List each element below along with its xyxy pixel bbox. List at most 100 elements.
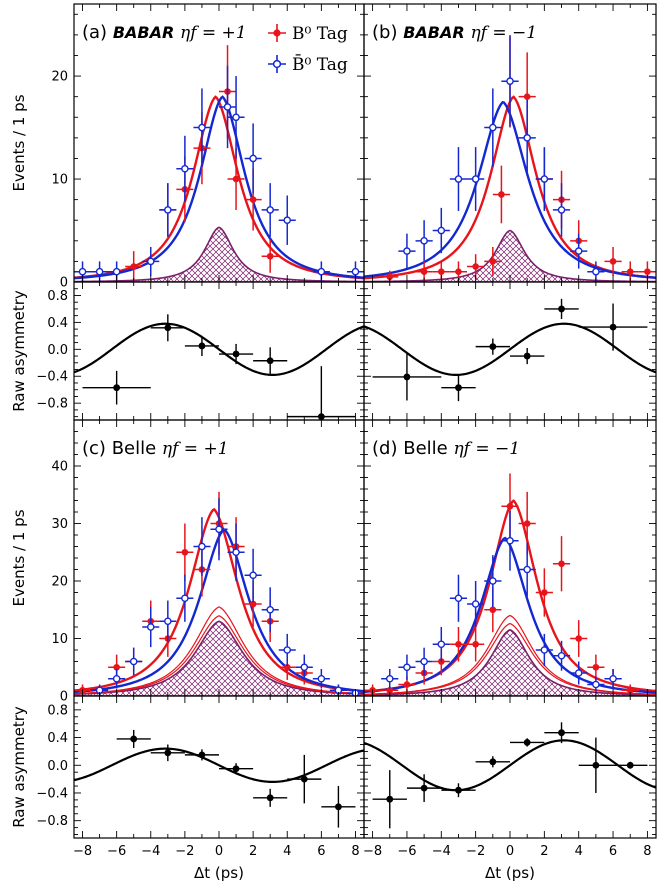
panel-a-b0-point (130, 263, 138, 270)
panel-c-asym-ytick-label: 0.0 (47, 759, 68, 774)
panel-a-ytick-label: 20 (51, 70, 68, 85)
panel-c-b0bar-point (129, 657, 138, 666)
panel-b-eta: ηf = −1 (470, 23, 537, 43)
panel-c-b0bar-point (317, 674, 326, 683)
panel-d-b0-point (558, 560, 565, 568)
panel-c-asym-ytick-label: 0.4 (47, 731, 68, 746)
panel-d-b0-point (455, 640, 462, 648)
panel-a-ytick-label: 10 (51, 173, 68, 188)
panel-c-b0-point (249, 600, 257, 608)
panel-a-b0bar-point (78, 267, 87, 276)
panel-b-b0-point (498, 191, 505, 198)
panel-d-b0-point (506, 502, 514, 510)
panel-a-asym-ytick-label: −0.4 (36, 370, 68, 385)
panel-c-b0bar-point (249, 571, 257, 580)
panel-c: 0 10 20 30 40 (51, 419, 365, 705)
panel-b-b0bar-point (471, 175, 480, 183)
panel-b-b0bar-point (523, 134, 531, 142)
panel-a-b0bar-point (223, 103, 232, 111)
panel-d-asym-point (420, 784, 428, 792)
panel-c-signal-curve-1 (74, 615, 364, 695)
panel-a-prefix: (a) (82, 22, 107, 43)
panel-c-asym-point (130, 735, 138, 743)
panel-c-asym-point (232, 765, 240, 773)
xlabel-right: Δt (ps) (485, 864, 535, 882)
panel-a: 0 10 20 (51, 3, 365, 291)
panel-b-asym-point (489, 343, 497, 351)
panel-d-prefix: (d) (372, 438, 397, 459)
panel-b-b0-point (386, 273, 394, 281)
panel-b-b0-point (455, 268, 462, 276)
panel-d-asym-frame (363, 695, 657, 839)
panel-a-b0bar-point (181, 164, 189, 173)
panel-c-plot-area (74, 491, 364, 696)
panel-c-asym-xtick-label: 8 (351, 844, 359, 859)
panel-c-b0bar-point (198, 542, 206, 551)
panel-c-b0-point (181, 548, 189, 556)
panel-d-asym-xtick-label: 2 (540, 844, 548, 859)
panel-a-b0-point (232, 175, 240, 183)
panel-a-b0bar-point (232, 113, 240, 122)
panel-a-b0bar-point (164, 206, 172, 214)
legend-item-b0bar: B̄⁰ Tag (268, 53, 348, 75)
panel-a-asym-point (164, 324, 172, 332)
panel-d-b0bar-point (523, 565, 531, 574)
panel-c-asym-xtick-label: −4 (141, 844, 160, 859)
panel-a-asym-fit-curve (74, 322, 364, 377)
panel-d-b0-point (575, 635, 583, 642)
panel-c-experiment: Belle (112, 438, 157, 459)
panel-c-b0bar-point (112, 674, 121, 683)
panel-b-b0-point (626, 268, 634, 276)
panel-c-b0-point (283, 663, 291, 671)
panel-b-b0-point (472, 263, 479, 270)
panel-b-title: (b) BABAR ηf = −1 (372, 22, 537, 43)
panel-b-b0bar-point (403, 247, 411, 255)
panel-c-ytick-label: 30 (51, 517, 68, 532)
panel-a-b0bar-point (146, 257, 155, 266)
panel-b-b0-point (420, 268, 428, 276)
panel-a-asym-point (113, 384, 121, 392)
panel-a-eta: ηf = +1 (180, 23, 247, 43)
panel-c-asym-point (266, 794, 274, 802)
panel-b-asym-point (403, 373, 411, 381)
panel-b-plot-area (364, 34, 656, 282)
panel-c-asym-xtick-label: −8 (73, 844, 92, 859)
panel-d-asym-xtick-label: 0 (506, 844, 514, 859)
panel-c-ytick-label: 0 (60, 690, 68, 705)
panel-d-b0-point (626, 686, 634, 694)
panel-a-plot-area (74, 45, 364, 282)
ylabel-events-top: Events / 1 ps (10, 94, 28, 191)
xlabel-left: Δt (ps) (194, 864, 244, 882)
panel-b-asym-plot-area (364, 298, 656, 402)
panel-c-asym-fit-curve (74, 747, 364, 783)
panel-c-asym-xtick-label: −6 (107, 844, 126, 859)
legend-item-b0: B⁰ Tag (268, 24, 348, 44)
panel-a-asym-ytick-label: 0.8 (47, 289, 68, 304)
panel-c-asym: −8 −6 −4 −2 0 2 4 6 8 −0.8 −0.4 0.0 0.4 0.8 (36, 695, 365, 859)
panel-c-asym-ytick-label: −0.8 (36, 814, 68, 829)
panel-b-asym-frame (363, 281, 657, 421)
ylabel-events-bottom: Events / 1 ps (10, 509, 28, 606)
panel-b-b0bar-point (574, 247, 583, 255)
panel-d-b0bar-point (489, 577, 497, 585)
panel-c-asym-xtick-label: 0 (215, 844, 223, 859)
panel-d-plot-area (364, 473, 656, 696)
panel-d-b0bar-point (506, 536, 514, 545)
panel-d-b0bar-point (471, 600, 480, 608)
panel-a-b0-point (249, 196, 257, 203)
panel-d-asym-xtick-label: −4 (432, 844, 451, 859)
panel-d-experiment: Belle (403, 438, 448, 459)
panel-d-b0bar-point (437, 640, 446, 649)
panel-c-asym-plot-area (74, 729, 364, 828)
panel-d-b0-point (541, 589, 548, 596)
panel-c-asym-point (300, 775, 308, 783)
panel-d-asym-xtick-label: −8 (363, 844, 382, 859)
panel-d-title: (d) Belle ηf = −1 (372, 438, 520, 459)
panel-a-b0bar-point (249, 154, 257, 163)
panel-c-asym-xtick-label: 4 (283, 844, 291, 859)
panel-c-b0bar-point (300, 663, 309, 672)
legend-b0bar-label: B̄⁰ Tag (292, 53, 348, 75)
panel-d-asym-xtick-label: 8 (643, 844, 651, 859)
panel-a-experiment: BABAR (113, 23, 174, 42)
panel-d-b0bar-point (540, 646, 549, 654)
